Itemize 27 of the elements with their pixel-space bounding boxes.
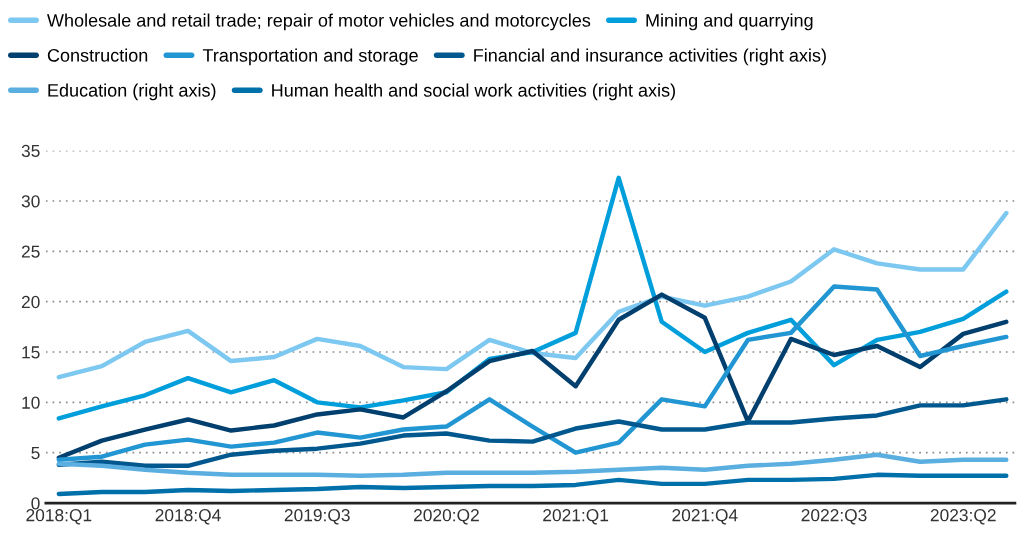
line-series [56, 397, 1009, 468]
y-tick-label: 30 [21, 195, 40, 208]
x-tick-label: 2023:Q2 [930, 509, 996, 525]
line-series [56, 210, 1009, 380]
legend-label: Construction [47, 48, 148, 62]
legend-label: Wholesale and retail trade; repair of motor vehicles and motorcycles [47, 13, 591, 31]
legend-label: Financial and insurance activities (right axis) [474, 48, 826, 66]
y-tick-label: 10 [22, 396, 40, 409]
line-series [56, 452, 1009, 479]
line-series [56, 472, 1009, 497]
y-tick-label: 35 [21, 144, 40, 158]
legend-label: Transportation and storage [202, 48, 418, 66]
x-tick-label: 2020:Q2 [413, 509, 479, 525]
x-tick-label: 2018:Q1 [26, 509, 92, 525]
y-tick-label: 5 [31, 447, 40, 460]
x-tick-label: 2021:Q1 [543, 509, 609, 525]
legend-label: Human health and social work activities (right axis) [272, 83, 675, 101]
y-tick-label: 25 [21, 245, 40, 258]
legend-label: Mining and quarrying [646, 13, 813, 31]
y-tick-label: 0 [31, 497, 40, 510]
y-tick-label: 20 [21, 295, 40, 309]
x-tick-label: 2018:Q4 [155, 509, 221, 525]
y-tick-label: 15 [22, 346, 40, 359]
x-tick-label: 2021:Q4 [672, 509, 738, 525]
x-tick-label: 2019:Q3 [284, 509, 350, 525]
x-tick-label: 2022:Q3 [801, 509, 867, 525]
legend-label: Education (right axis) [48, 83, 216, 101]
